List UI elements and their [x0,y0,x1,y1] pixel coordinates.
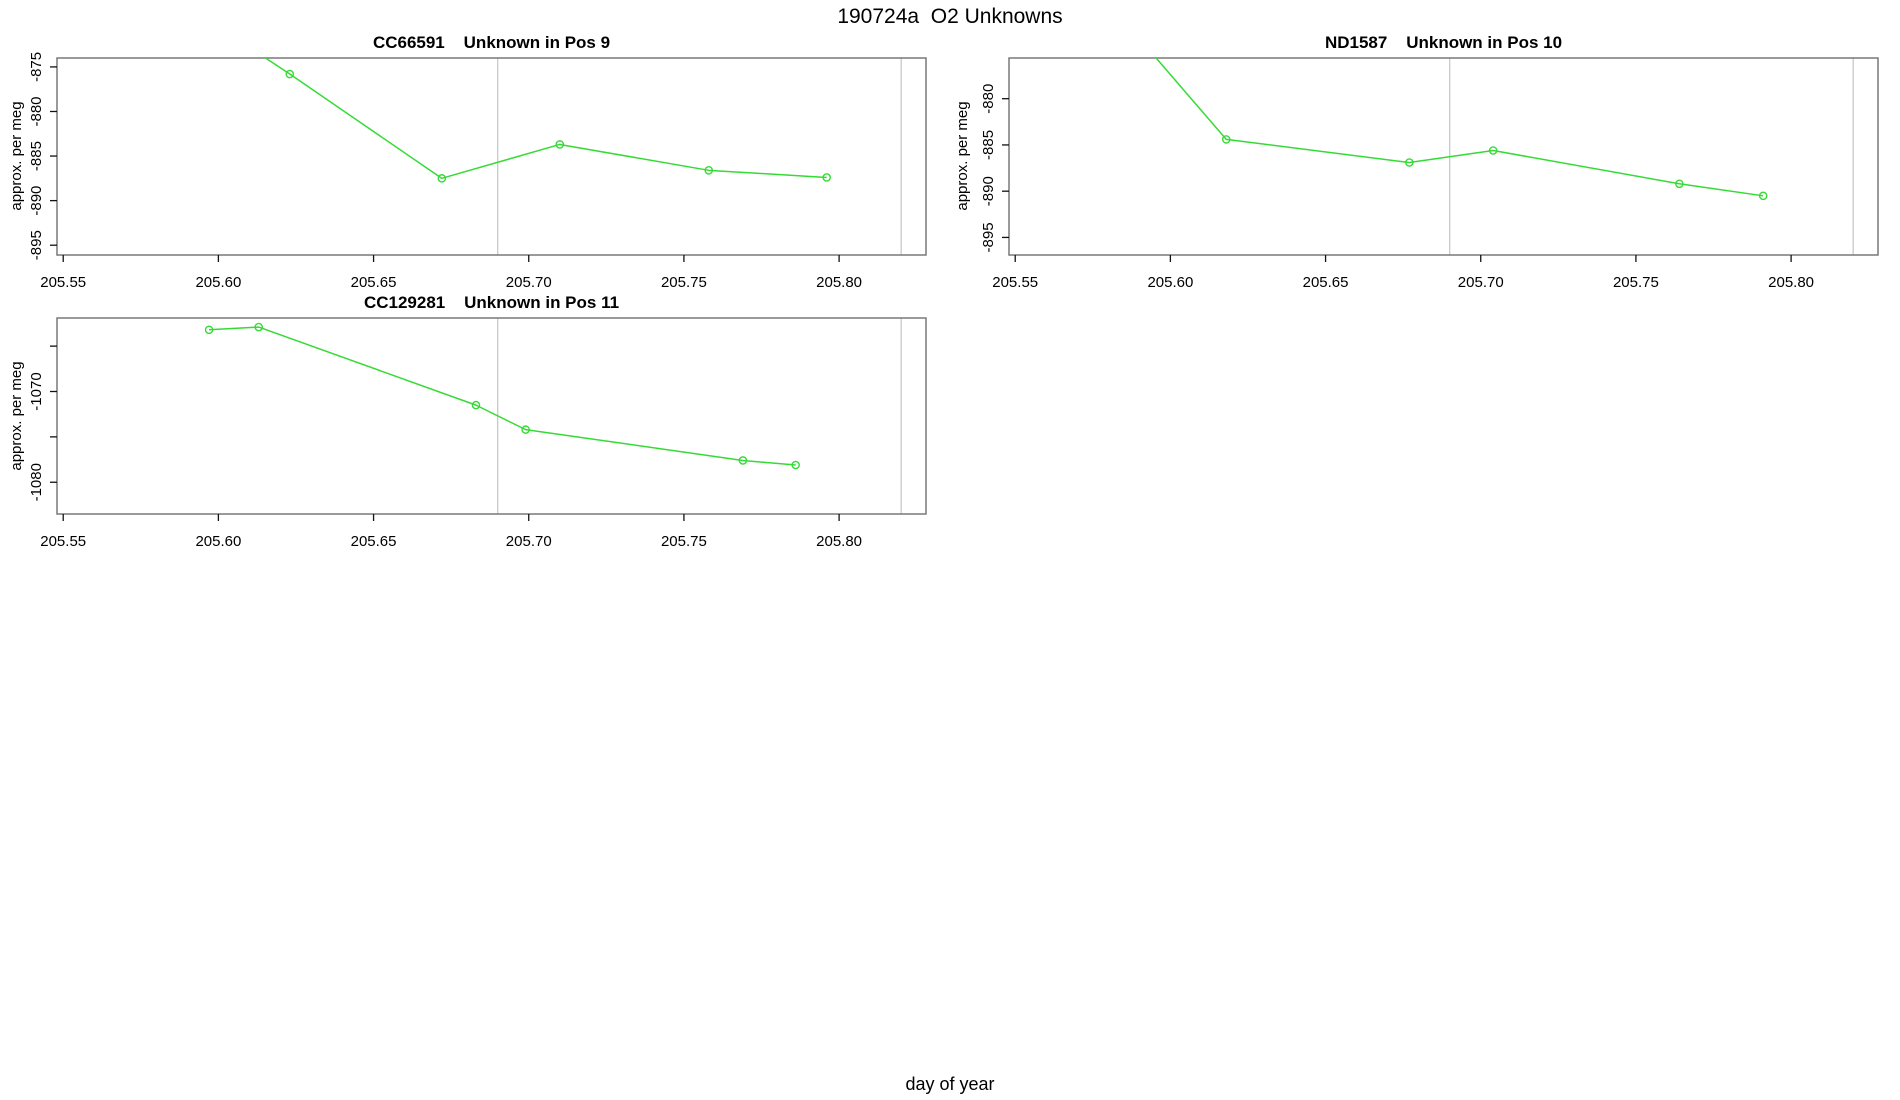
x-tick-label: 205.80 [816,533,862,550]
x-tick-label: 205.55 [992,274,1038,291]
y-tick-label: -1070 [28,372,45,410]
chart-panel-0: 205.55 205.60 205.65 205.70 205.75 205.80 -875… [28,23,927,291]
data-point-marker [555,140,565,149]
data-point-marker [1221,135,1231,144]
x-tick-label: 205.65 [1303,274,1349,291]
data-point-marker [437,174,447,183]
x-tick-label: 205.60 [1147,274,1193,291]
data-point-marker [1675,179,1684,189]
data-point-marker [285,69,295,79]
data-point-marker [822,173,831,182]
y-tick-label: -885 [980,130,997,160]
y-tick-label: -895 [980,222,997,252]
data-point-marker [204,325,214,335]
x-tick-label: 205.65 [351,533,397,550]
data-point-marker [738,456,748,465]
x-tick-label: 205.70 [1458,274,1504,291]
x-tick-label: 205.70 [506,274,552,291]
y-tick-label: -880 [980,84,997,114]
y-tick-label: -880 [28,96,45,126]
x-tick-label: 205.75 [1613,274,1659,291]
y-tick-label: -885 [28,141,45,171]
y-tick-label: -1080 [28,463,45,501]
x-tick-label: 205.55 [40,274,86,291]
data-point-marker [1758,191,1768,201]
chart-title-pos10: ND1587 Unknown in Pos 10 [1324,33,1563,52]
data-point-marker [215,23,222,30]
data-point-marker [471,400,481,410]
data-point-marker [1488,146,1498,155]
data-line [209,326,796,466]
chart-panel-2: 205.55 205.60 205.65 205.70 205.75 205.80 -107… [28,317,927,550]
y-tick-label: -895 [28,230,45,260]
data-line [264,58,827,180]
x-tick-label: 205.80 [816,274,862,291]
plot-box [56,317,927,515]
chart-panel-1: 205.55 205.60 205.65 205.70 205.75 205.80 -880… [980,35,1879,291]
x-tick-label: 205.60 [195,274,241,291]
data-point-marker [1136,35,1143,42]
chart-title-pos9: CC66591 Unknown in Pos 9 [372,33,611,52]
plot-box [56,57,927,256]
x-tick-label: 205.55 [40,533,86,550]
data-point-marker [254,322,264,332]
x-tick-label: 205.80 [1768,274,1814,291]
x-tick-label: 205.75 [661,533,707,550]
y-tick-label: -890 [28,186,45,216]
x-tick-label: 205.70 [506,533,552,550]
shared-x-axis-label: day of year [905,1074,995,1094]
y-tick-label: -890 [980,176,997,206]
figure-title: 190724a O2 Unknowns [837,5,1063,28]
x-tick-label: 205.75 [661,274,707,291]
data-point-marker [704,166,714,175]
data-point-marker [1405,158,1414,167]
data-point-marker [521,425,530,434]
chart-title-pos11: CC129281 Unknown in Pos 11 [363,293,620,312]
x-tick-label: 205.60 [195,533,241,550]
y-tick-label: -875 [28,52,45,82]
x-tick-label: 205.65 [351,274,397,291]
plot-box [1008,57,1879,256]
data-line [1155,58,1764,197]
data-point-marker [791,460,800,470]
